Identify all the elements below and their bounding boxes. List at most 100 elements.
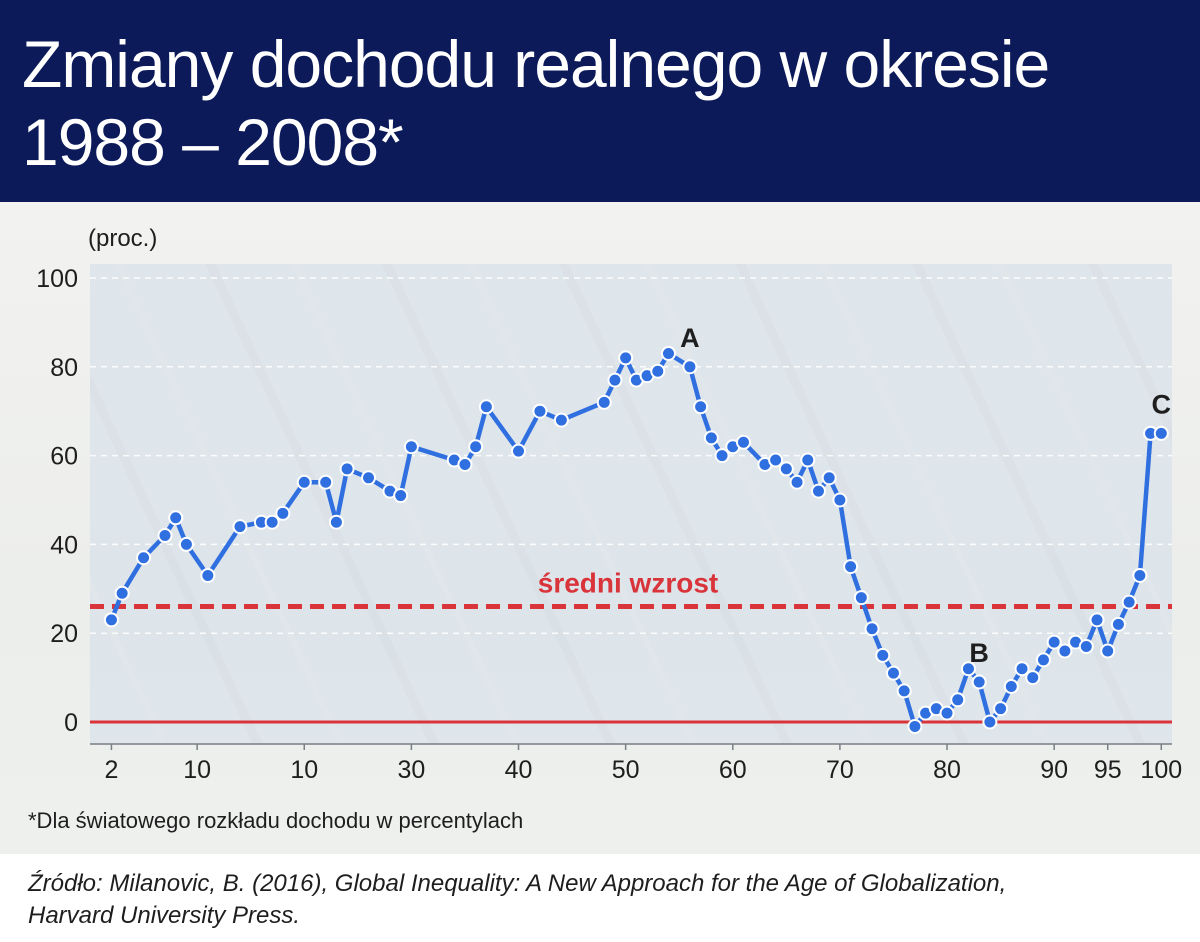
y-tick-label: 40 [50, 531, 78, 559]
data-point [875, 647, 891, 663]
annotation-c: C [1152, 389, 1172, 419]
y-tick-label: 100 [36, 265, 78, 293]
data-point [478, 399, 494, 415]
average-label: średni wzrost [538, 568, 718, 599]
x-tick-label: 100 [1140, 756, 1182, 784]
y-tick-label: 20 [50, 620, 78, 648]
line-chart: 0 20 40 60 80 100 (proc.) 2 10 10 30 40 50 60 70 80 90 9… [36, 225, 1182, 784]
title-banner: Zmiany dochodu realnego w okresie 1988 –… [0, 0, 1200, 202]
x-tick-label: 10 [183, 756, 211, 784]
data-point [1035, 652, 1051, 668]
data-point [607, 372, 623, 388]
x-tick-label: 70 [826, 756, 854, 784]
data-point [714, 448, 730, 464]
data-point [275, 505, 291, 521]
x-tick-label: 40 [505, 756, 533, 784]
data-point [864, 621, 880, 637]
x-tick-label: 2 [104, 756, 118, 784]
data-point [618, 350, 634, 366]
data-point [157, 528, 173, 544]
annotations: A B C [680, 323, 1171, 668]
data-point [1089, 612, 1105, 628]
x-tick-label: 80 [933, 756, 961, 784]
data-point [1046, 634, 1062, 650]
data-point [403, 439, 419, 455]
data-point [1132, 567, 1148, 583]
data-point [853, 590, 869, 606]
data-point [457, 456, 473, 472]
data-point [103, 612, 119, 628]
data-point [832, 492, 848, 508]
data-point [1014, 661, 1030, 677]
y-axis: 0 20 40 60 80 100 (proc.) [36, 225, 157, 737]
data-point [950, 692, 966, 708]
data-point [511, 443, 527, 459]
data-point [907, 718, 923, 734]
y-tick-label: 60 [50, 443, 78, 471]
x-tick-label: 10 [290, 756, 318, 784]
x-tick-label: 90 [1040, 756, 1068, 784]
x-tick-label: 60 [719, 756, 747, 784]
x-tick-label: 50 [612, 756, 640, 784]
data-point [393, 488, 409, 504]
data-point [885, 665, 901, 681]
data-point [1003, 678, 1019, 694]
data-point [114, 585, 130, 601]
annotation-b: B [969, 638, 989, 668]
data-point [693, 399, 709, 415]
data-point [318, 474, 334, 490]
data-point [768, 452, 784, 468]
data-point [703, 430, 719, 446]
y-axis-label: (proc.) [88, 225, 157, 252]
data-point [1100, 643, 1116, 659]
data-point [200, 567, 216, 583]
annotation-a: A [680, 323, 700, 353]
source-line-1: Źródło: Milanovic, B. (2016), Global Ine… [28, 870, 1007, 897]
data-point [896, 683, 912, 699]
data-point [1153, 425, 1169, 441]
chart-title-line-2: 1988 – 2008* [22, 105, 404, 179]
y-tick-label: 0 [64, 709, 78, 737]
data-point [660, 345, 676, 361]
data-point [789, 474, 805, 490]
data-point [1057, 643, 1073, 659]
data-point [178, 536, 194, 552]
data-point [1121, 594, 1137, 610]
chart-title-line-1: Zmiany dochodu realnego w okresie [22, 27, 1050, 101]
data-point [650, 363, 666, 379]
data-point [136, 550, 152, 566]
data-point [960, 661, 976, 677]
plot-area [90, 264, 1172, 744]
y-tick-label: 80 [50, 354, 78, 382]
data-point [596, 394, 612, 410]
data-point [339, 461, 355, 477]
data-point [532, 403, 548, 419]
series-income-change [103, 345, 1169, 734]
footnote: *Dla światowego rozkładu dochodu w perce… [28, 808, 524, 833]
data-point [682, 359, 698, 375]
data-point [1078, 639, 1094, 655]
data-point [1110, 616, 1126, 632]
data-point [264, 514, 280, 530]
x-axis: 2 10 10 30 40 50 60 70 80 90 95 100 [90, 743, 1182, 784]
data-point [328, 514, 344, 530]
data-point [971, 674, 987, 690]
x-tick-label: 30 [397, 756, 425, 784]
data-point [232, 519, 248, 535]
data-point [993, 701, 1009, 717]
source-block: Źródło: Milanovic, B. (2016), Global Ine… [0, 854, 1200, 942]
data-point [821, 470, 837, 486]
data-point [168, 510, 184, 526]
banknote-texture [90, 264, 1172, 744]
data-point [468, 439, 484, 455]
data-point [810, 483, 826, 499]
source-line-2: Harvard University Press. [28, 902, 301, 929]
data-point [735, 434, 751, 450]
data-point [296, 474, 312, 490]
data-point [939, 705, 955, 721]
data-point [1025, 670, 1041, 686]
data-point [800, 452, 816, 468]
data-point [778, 461, 794, 477]
data-point [982, 714, 998, 730]
data-point [553, 412, 569, 428]
